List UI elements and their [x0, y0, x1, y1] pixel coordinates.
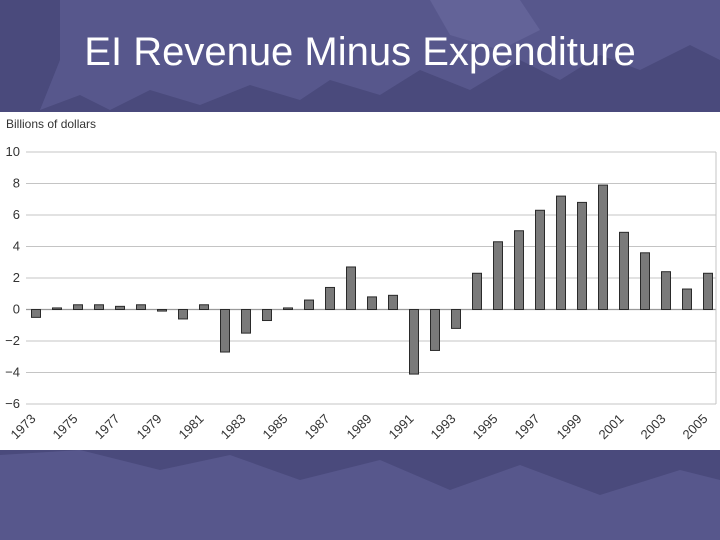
bar-1988 [346, 266, 356, 311]
y-tick-label: −6 [5, 396, 20, 411]
bar-1986 [304, 299, 314, 311]
bar-2000 [598, 184, 608, 310]
x-tick-label: 1973 [8, 411, 39, 442]
bar-1979 [157, 309, 167, 312]
slide-title: EI Revenue Minus Expenditure [84, 30, 636, 74]
bar-1990 [388, 294, 398, 310]
bar-2003 [661, 271, 671, 310]
x-tick-label: 1995 [470, 411, 501, 442]
grid-lines [26, 151, 717, 405]
y-axis-label: Billions of dollars [6, 117, 96, 131]
bar-2005 [703, 272, 713, 310]
x-tick-label: 2001 [596, 411, 627, 442]
x-tick-label: 1993 [428, 411, 459, 442]
bar-1974 [52, 307, 62, 311]
y-tick-label: 2 [13, 270, 20, 285]
bar-1993 [451, 309, 461, 329]
x-tick-label: 1991 [386, 411, 417, 442]
x-tick-label: 1977 [92, 411, 123, 442]
y-tick-label: 10 [6, 144, 20, 159]
bar-1997 [535, 209, 545, 310]
bar-1985 [283, 307, 293, 311]
bar-1992 [430, 309, 440, 351]
bar-1983 [241, 309, 251, 334]
bar-1975 [73, 304, 83, 310]
x-tick-label: 1981 [176, 411, 207, 442]
bar-1980 [178, 309, 188, 320]
bar-1995 [493, 241, 503, 310]
map-island-right [430, 0, 540, 50]
x-tick-label: 2005 [680, 411, 711, 442]
x-tick-label: 1979 [134, 411, 165, 442]
bar-1987 [325, 286, 335, 310]
x-tick-label: 1987 [302, 411, 333, 442]
y-tick-label: 0 [13, 302, 20, 317]
x-tick-label: 1999 [554, 411, 585, 442]
bar-1996 [514, 230, 524, 310]
chart-panel: Billions of dollars 10 8 6 4 2 0 −2 −4 −6 1973 19… [0, 112, 720, 450]
x-tick-label: 2003 [638, 411, 669, 442]
bar-2004 [682, 288, 692, 310]
bar-1976 [94, 304, 104, 310]
y-tick-label: −2 [5, 333, 20, 348]
bars [31, 184, 713, 375]
bar-1982 [220, 309, 230, 353]
x-tick-label: 1997 [512, 411, 543, 442]
bar-1977 [115, 305, 125, 311]
y-tick-labels: 10 8 6 4 2 0 −2 −4 −6 [5, 144, 20, 411]
bar-1984 [262, 309, 272, 322]
bar-2001 [619, 231, 629, 310]
bar-1994 [472, 272, 482, 310]
bar-1981 [199, 304, 209, 310]
y-tick-label: 6 [13, 207, 20, 222]
map-landmass-bottom [0, 450, 720, 540]
bar-1978 [136, 304, 146, 310]
bar-1991 [409, 309, 419, 375]
bar-2002 [640, 252, 650, 311]
x-tick-labels: 1973 1975 1977 1979 1981 1983 1985 1987 1989 1991… [8, 411, 711, 442]
bar-1999 [577, 201, 587, 310]
bar-1989 [367, 296, 377, 310]
x-tick-label: 1975 [50, 411, 81, 442]
bar-1998 [556, 195, 566, 310]
y-tick-label: 4 [13, 239, 20, 254]
y-tick-label: −4 [5, 365, 20, 380]
x-tick-label: 1983 [218, 411, 249, 442]
map-landmass-top [40, 0, 720, 110]
x-tick-label: 1989 [344, 411, 375, 442]
y-tick-label: 8 [13, 176, 20, 191]
x-tick-label: 1985 [260, 411, 291, 442]
bar-1973 [31, 309, 41, 318]
